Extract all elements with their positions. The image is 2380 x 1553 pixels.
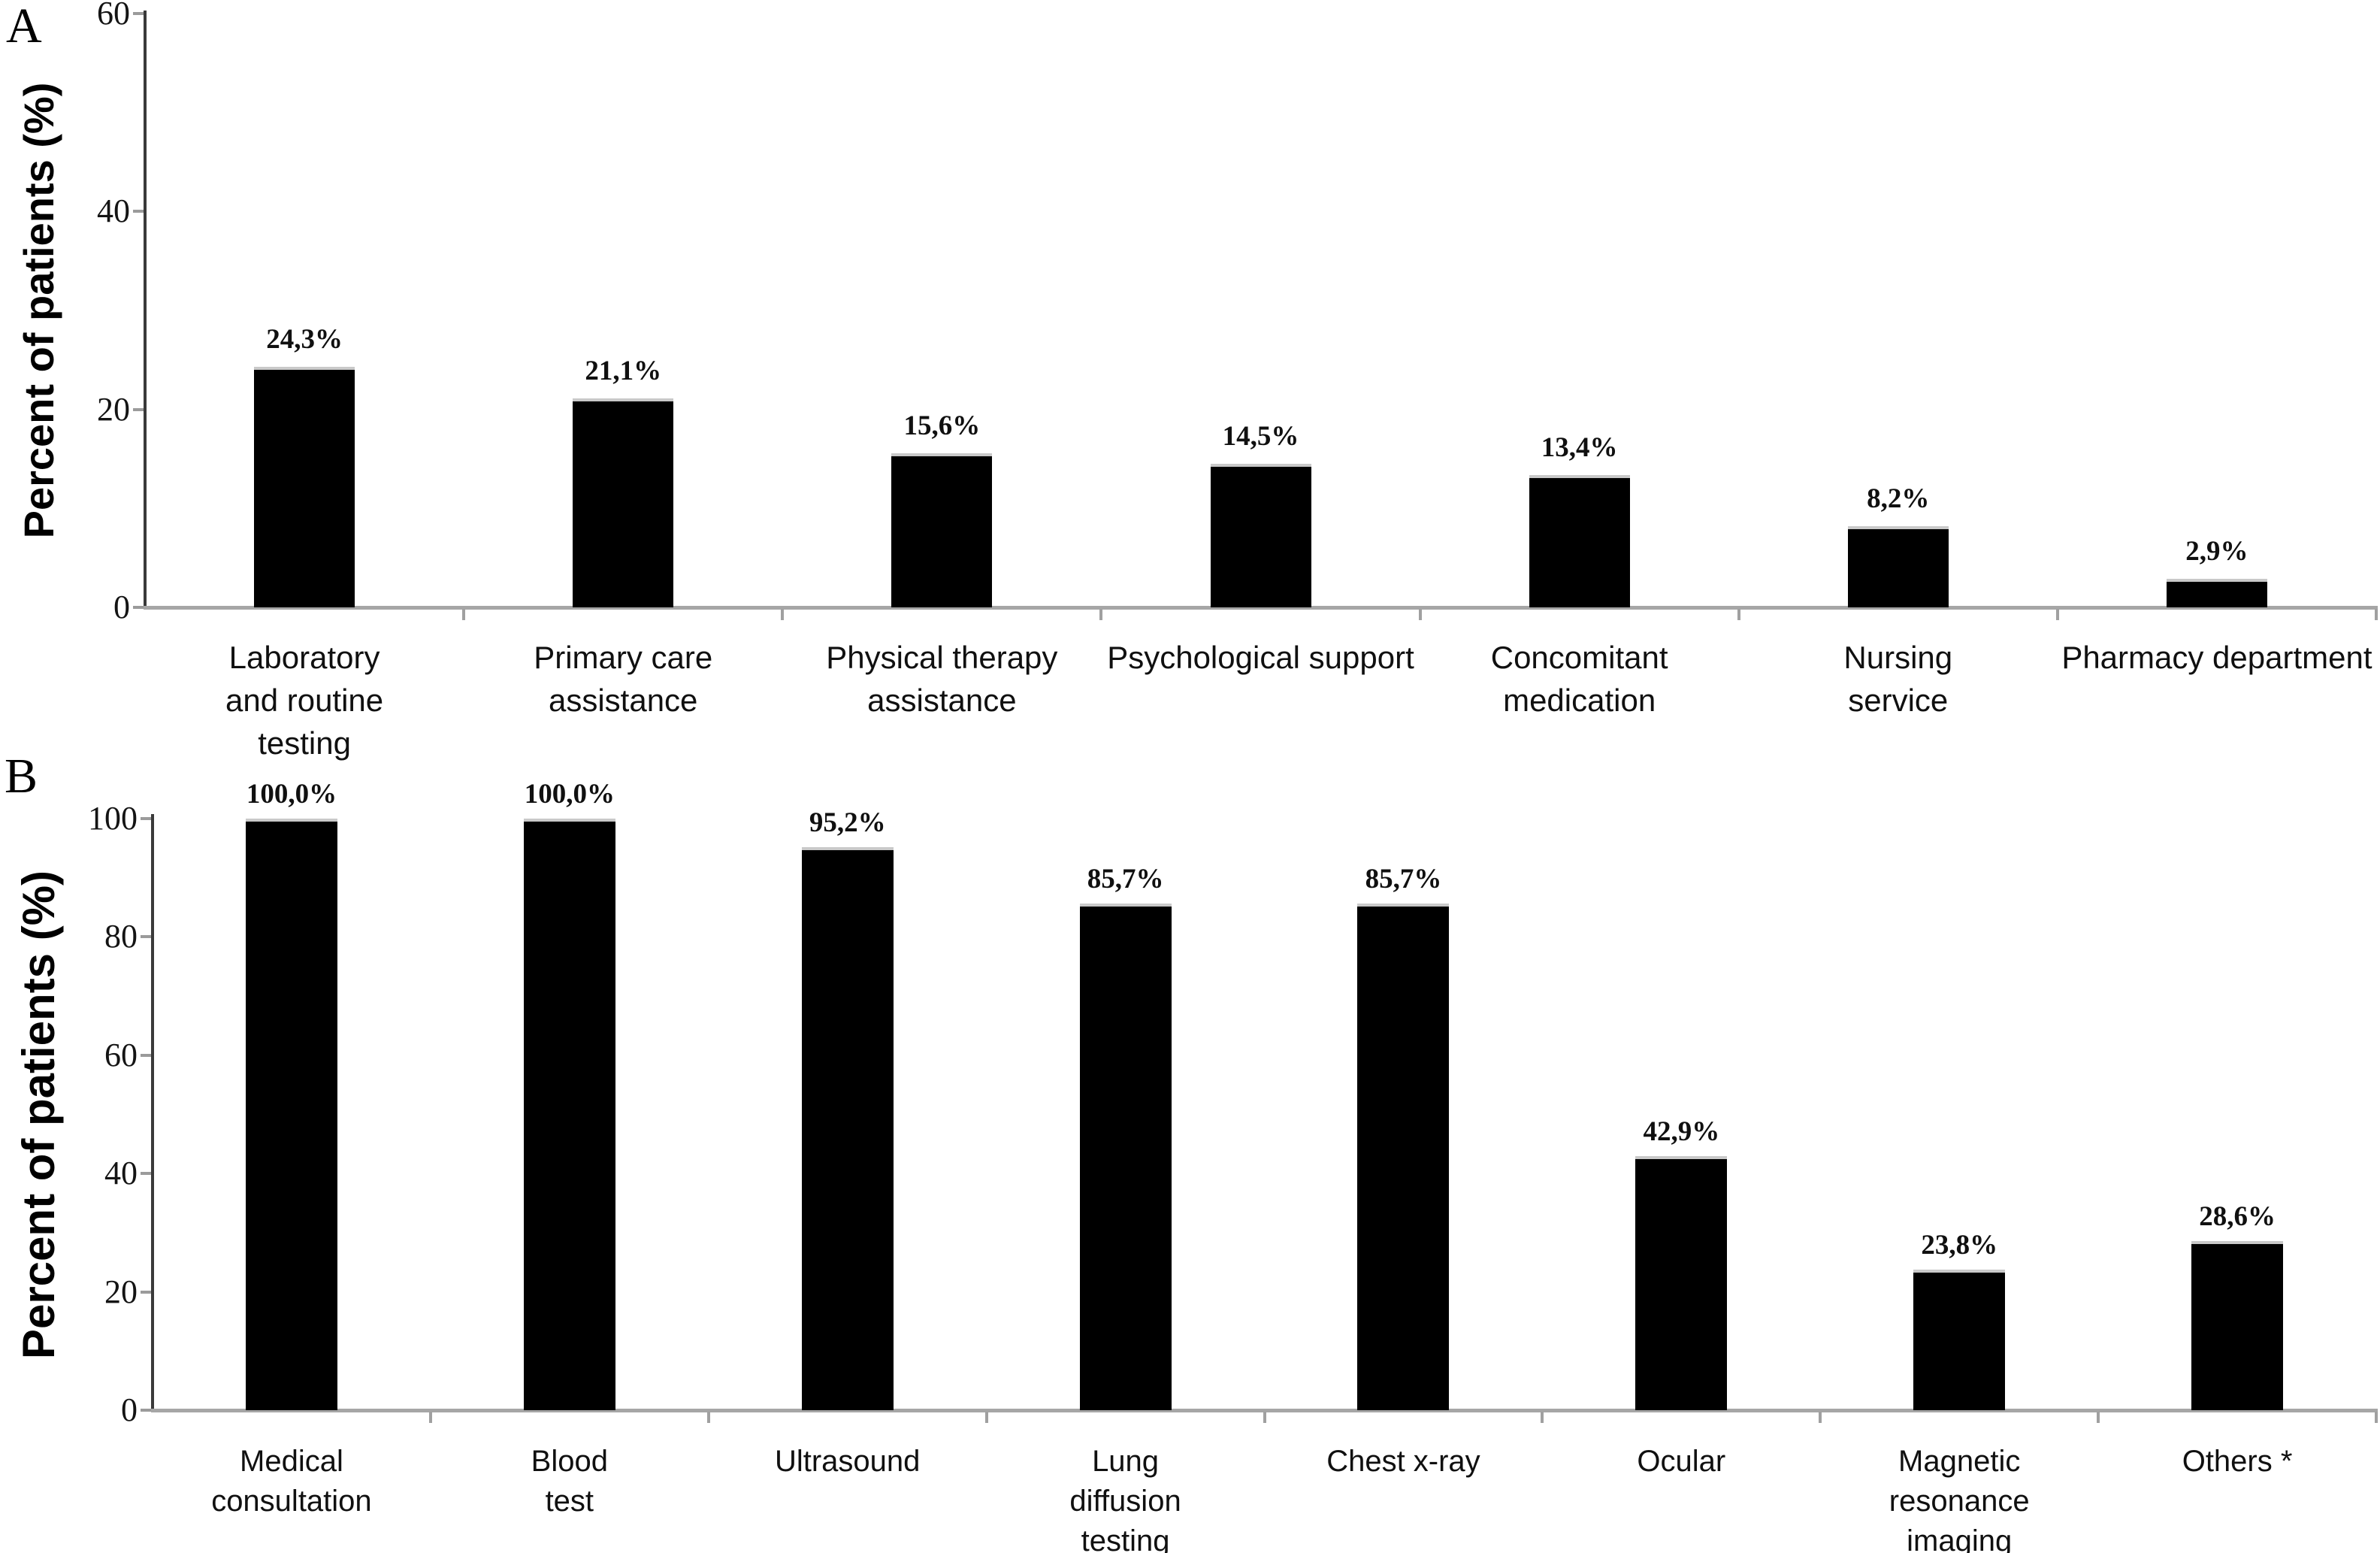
x-tick-mark (1737, 609, 1740, 620)
bar-value-label: 21,1% (585, 356, 662, 387)
y-tick-label: 0 (113, 589, 130, 625)
y-tick-mark (141, 1172, 151, 1176)
bar (1210, 464, 1311, 607)
x-tick-mark (1819, 1412, 1822, 1423)
bar-value-label: 8,2% (1867, 483, 1930, 515)
bar (1357, 903, 1450, 1410)
y-tick-mark (133, 210, 144, 213)
y-axis-title-a: Percent of patients (%) (15, 82, 62, 539)
x-tick-mark (428, 1412, 432, 1423)
y-tick-mark (141, 817, 151, 820)
bar-value-label: 24,3% (266, 324, 343, 356)
x-tick-mark (2097, 1412, 2100, 1423)
y-tick-label: 40 (104, 1155, 138, 1192)
bar (1529, 474, 1630, 607)
x-tick-mark (2055, 609, 2059, 620)
x-category-label: Ultrasound (774, 1445, 921, 1478)
bar (801, 846, 894, 1410)
x-category-label: Nursing service (1843, 640, 1953, 718)
bar-value-label: 23,8% (1921, 1229, 1998, 1261)
x-tick-mark (781, 609, 785, 620)
x-category-label: Laboratory and routine testing (225, 640, 384, 761)
bar (254, 367, 355, 607)
bar-value-label: 95,2% (809, 807, 886, 838)
x-category-label: Pharmacy department (2061, 640, 2372, 675)
x-category-label: Physical therapy assistance (826, 640, 1058, 718)
bar (1635, 1156, 1728, 1410)
y-tick-mark (133, 12, 144, 15)
bar (891, 453, 993, 607)
panel-label-b: B (5, 749, 38, 804)
x-category-label: Others * (2182, 1445, 2293, 1478)
bar-value-label: 14,5% (1222, 421, 1299, 453)
bar-value-label: 100,0% (524, 779, 615, 810)
bar (523, 819, 615, 1410)
y-tick-mark (133, 606, 144, 609)
x-tick-mark (2375, 609, 2378, 620)
bar (573, 398, 674, 607)
bar-value-label: 100,0% (246, 779, 337, 810)
bar (1847, 526, 1949, 607)
bar (2166, 578, 2267, 607)
x-tick-mark (984, 1412, 988, 1423)
y-axis-line (151, 814, 154, 1412)
y-axis-line (144, 11, 147, 609)
bar (245, 819, 337, 1410)
y-tick-mark (141, 1053, 151, 1057)
y-tick-label: 0 (121, 1391, 138, 1428)
bar (1913, 1269, 2006, 1410)
y-axis-title-b: Percent of patients (%) (14, 870, 64, 1360)
x-category-label: Concomitant medication (1490, 640, 1668, 718)
x-category-label: Magnetic resonance imaging (1889, 1445, 2030, 1553)
x-tick-mark (1418, 609, 1422, 620)
bar-value-label: 85,7% (1087, 863, 1164, 895)
bar-value-label: 85,7% (1365, 863, 1442, 895)
x-category-label: Lung diffusion testing (1069, 1445, 1181, 1553)
y-tick-label: 20 (97, 390, 130, 428)
y-tick-label: 80 (104, 918, 138, 955)
x-category-label: Blood test (531, 1445, 608, 1518)
bar-value-label: 42,9% (1643, 1116, 1720, 1148)
y-tick-mark (141, 1409, 151, 1412)
y-tick-mark (141, 935, 151, 939)
x-category-label: Primary care assistance (534, 640, 713, 718)
x-tick-mark (1541, 1412, 1544, 1423)
x-tick-mark (462, 609, 466, 620)
bar (2191, 1240, 2284, 1410)
x-axis-line (144, 606, 2378, 610)
x-tick-mark (1263, 1412, 1266, 1423)
y-tick-mark (133, 407, 144, 411)
x-category-label: Chest x-ray (1326, 1445, 1480, 1478)
bar-value-label: 2,9% (2185, 535, 2248, 567)
x-category-label: Ocular (1637, 1445, 1726, 1478)
x-tick-mark (1099, 609, 1103, 620)
bar-value-label: 15,6% (903, 410, 981, 441)
bar (1079, 903, 1172, 1410)
y-tick-mark (141, 1290, 151, 1294)
y-tick-label: 20 (104, 1273, 138, 1310)
y-tick-label: 60 (97, 0, 130, 32)
bar-value-label: 13,4% (1541, 431, 1618, 463)
x-category-label: Psychological support (1107, 640, 1414, 675)
x-tick-mark (706, 1412, 710, 1423)
x-tick-mark (2375, 1412, 2378, 1423)
bar-value-label: 28,6% (2199, 1200, 2276, 1232)
x-axis-line (151, 1409, 2378, 1412)
panel-label-a: A (6, 0, 42, 53)
y-tick-label: 60 (104, 1036, 138, 1073)
y-tick-label: 40 (97, 192, 130, 230)
y-tick-label: 100 (88, 800, 138, 837)
x-category-label: Medical consultation (211, 1445, 372, 1518)
